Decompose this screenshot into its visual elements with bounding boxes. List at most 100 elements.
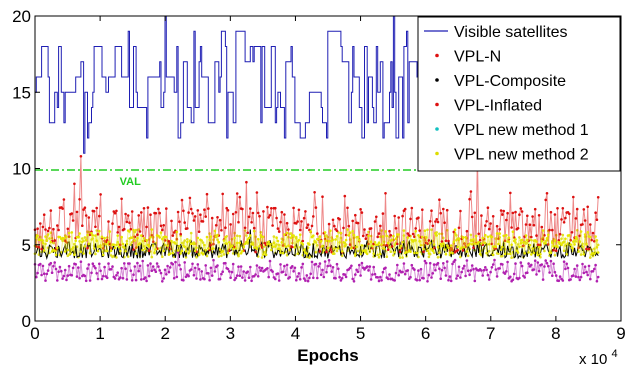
data-point <box>544 242 547 245</box>
data-point <box>398 256 402 259</box>
data-point <box>116 234 119 237</box>
data-point <box>133 239 137 242</box>
data-point <box>415 251 419 255</box>
data-point <box>123 262 126 265</box>
data-point <box>477 241 481 244</box>
data-point <box>226 267 230 271</box>
data-point <box>56 279 59 282</box>
data-point <box>237 265 240 269</box>
data-point <box>540 263 544 266</box>
data-point <box>505 218 508 222</box>
data-point <box>520 238 524 242</box>
data-point <box>386 248 390 251</box>
data-point <box>109 249 113 252</box>
data-point <box>151 265 155 268</box>
data-point <box>44 235 47 238</box>
data-point <box>581 245 584 248</box>
data-point <box>494 268 498 271</box>
data-point <box>470 264 474 267</box>
data-point <box>582 208 586 211</box>
data-point <box>125 220 129 224</box>
data-point <box>287 244 290 247</box>
data-point <box>427 252 431 255</box>
data-point <box>277 230 281 233</box>
data-point <box>363 249 366 252</box>
data-point <box>396 263 399 267</box>
data-point <box>245 234 248 237</box>
data-point <box>523 276 526 279</box>
data-point <box>271 270 274 273</box>
data-point <box>480 214 483 217</box>
data-point <box>354 252 357 256</box>
data-point <box>318 235 322 238</box>
data-point <box>225 242 228 245</box>
data-point <box>369 278 373 281</box>
data-point <box>457 237 461 240</box>
data-point <box>238 195 242 199</box>
data-point <box>438 251 441 254</box>
data-point <box>435 218 439 221</box>
data-point <box>436 220 440 224</box>
data-point <box>187 274 190 278</box>
data-point <box>267 275 271 279</box>
data-point <box>589 235 592 239</box>
data-point <box>596 243 600 247</box>
data-point <box>263 245 267 248</box>
data-point <box>170 239 173 243</box>
data-point <box>42 272 46 276</box>
data-point <box>285 231 289 235</box>
data-point <box>56 246 59 250</box>
data-point <box>481 274 485 277</box>
data-point <box>514 262 517 265</box>
data-point <box>426 249 429 252</box>
data-point <box>495 224 499 228</box>
data-point <box>183 221 186 224</box>
data-point <box>119 249 122 253</box>
data-point <box>518 236 521 239</box>
data-point <box>451 251 454 255</box>
data-point <box>322 275 326 279</box>
data-point <box>339 279 343 282</box>
data-point <box>134 252 138 255</box>
data-point <box>351 277 355 281</box>
data-point <box>283 213 286 216</box>
data-point <box>201 253 205 256</box>
data-point <box>218 248 222 251</box>
data-point <box>120 235 123 239</box>
data-point <box>262 253 265 256</box>
data-point <box>385 255 389 258</box>
data-point <box>217 255 221 258</box>
data-point <box>552 248 555 252</box>
data-point <box>522 241 525 244</box>
data-point <box>295 237 298 240</box>
data-point <box>249 207 252 210</box>
data-point <box>316 276 319 280</box>
data-point <box>57 270 60 274</box>
data-point <box>414 227 418 230</box>
data-point <box>413 251 416 255</box>
data-point <box>249 234 252 237</box>
data-point <box>53 249 56 253</box>
data-point <box>132 228 135 232</box>
data-point <box>291 265 294 268</box>
data-point <box>442 262 445 265</box>
data-point <box>212 247 215 250</box>
data-point <box>406 232 410 235</box>
data-point <box>528 243 532 247</box>
data-point <box>292 206 295 210</box>
data-point <box>277 247 281 251</box>
data-point <box>400 244 403 248</box>
data-point <box>393 279 397 282</box>
data-point <box>228 270 231 273</box>
data-point <box>281 251 285 255</box>
data-point <box>178 244 181 248</box>
data-point <box>468 197 471 201</box>
data-point <box>201 220 205 223</box>
data-point <box>439 277 443 281</box>
data-point <box>258 244 261 248</box>
data-point <box>159 224 163 228</box>
data-point <box>472 246 475 249</box>
data-point <box>302 216 306 220</box>
data-point <box>115 243 118 247</box>
